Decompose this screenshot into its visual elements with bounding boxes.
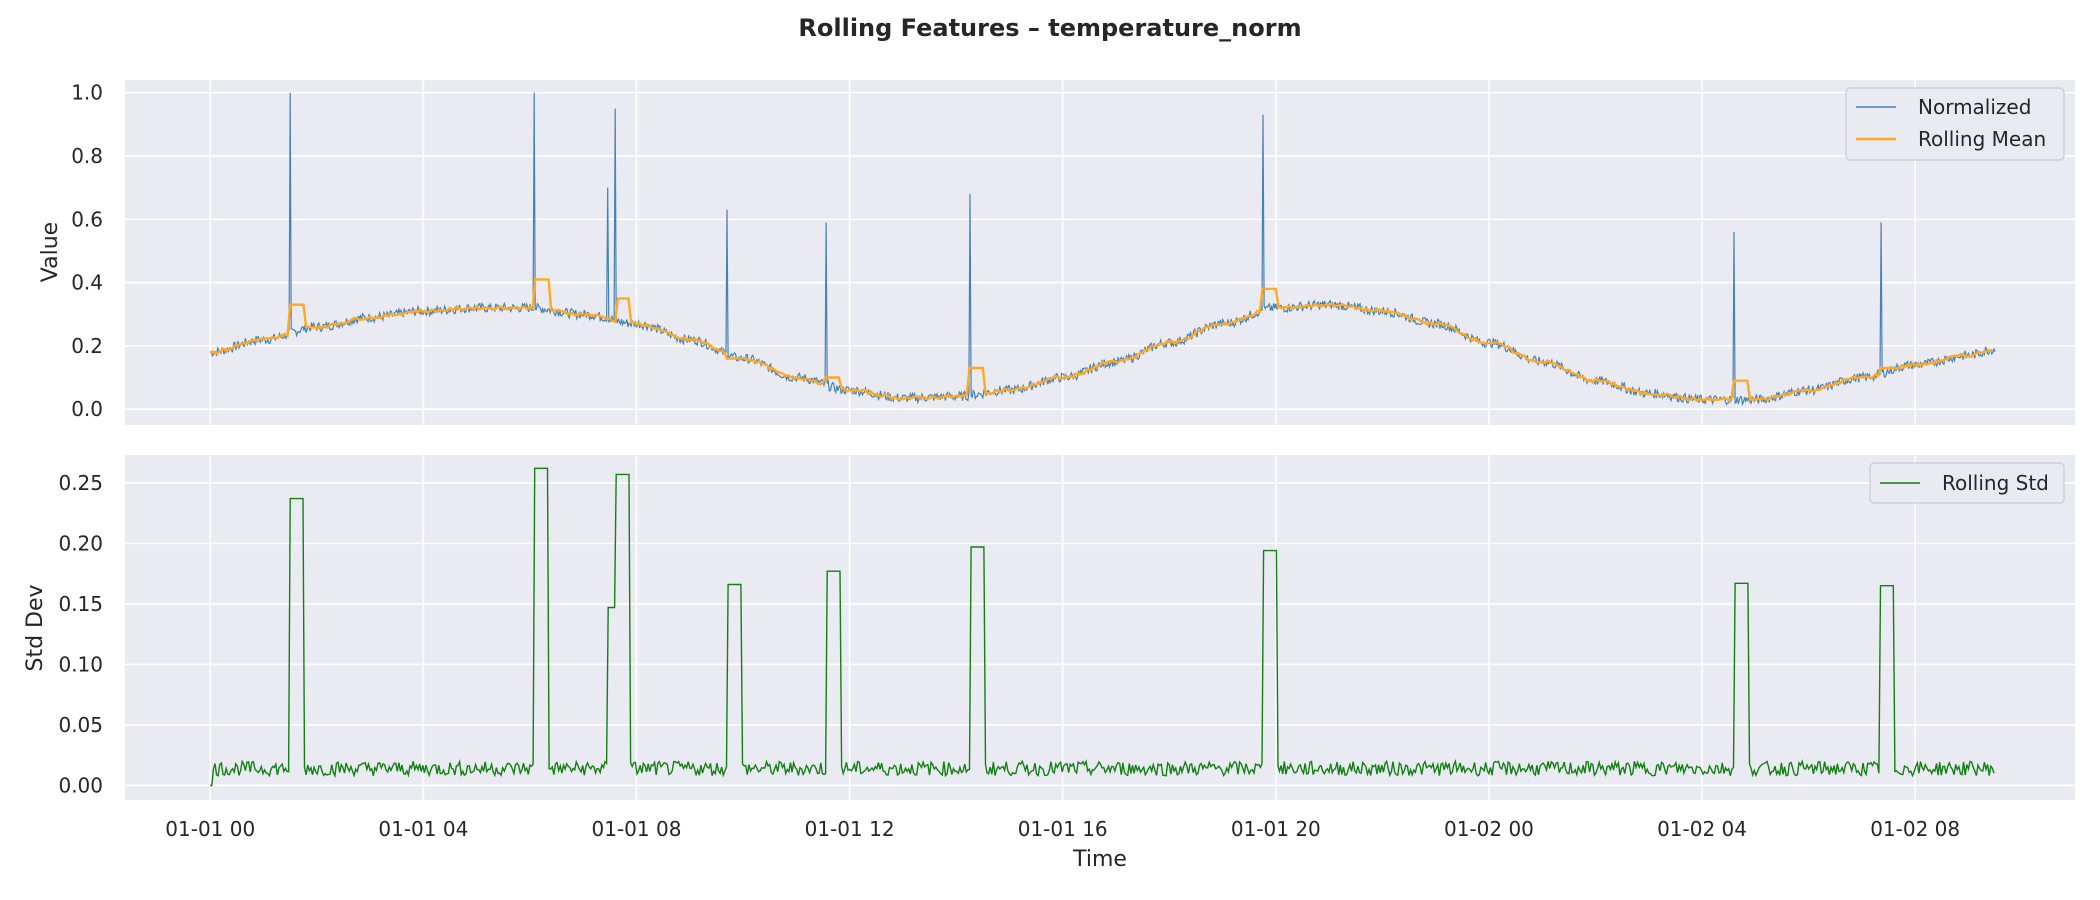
top-y-ticks: 0.0 0.2 0.4 0.6 0.8 1.0 — [71, 81, 103, 422]
bottom-plot-area — [125, 455, 2075, 800]
top-legend: Normalized Rolling Mean — [1845, 87, 2065, 161]
legend-label-rolling-mean: Rolling Mean — [1918, 127, 2046, 151]
x-tick-label: 01-02 08 — [1870, 817, 1960, 841]
x-tick-label: 01-01 08 — [592, 817, 682, 841]
y-tick-label: 0.00 — [58, 773, 103, 797]
y-tick-label: 0.4 — [71, 271, 103, 295]
top-lines — [209, 92, 1996, 407]
x-tick-label: 01-02 04 — [1657, 817, 1747, 841]
x-tick-label: 01-01 16 — [1018, 817, 1108, 841]
bottom-y-axis-label: Std Dev — [23, 584, 48, 671]
x-tick-label: 01-01 00 — [165, 817, 255, 841]
top-legend-box — [1845, 87, 2065, 161]
bottom-legend: Rolling Std — [1869, 462, 2065, 504]
y-tick-label: 0.15 — [58, 592, 103, 616]
y-tick-label: 0.8 — [71, 144, 103, 168]
bottom-y-ticks: 0.00 0.05 0.10 0.15 0.20 0.25 — [58, 471, 103, 798]
x-tick-label: 01-01 12 — [805, 817, 895, 841]
x-axis-label: Time — [1072, 847, 1127, 872]
legend-label-normalized: Normalized — [1918, 95, 2031, 119]
y-tick-label: 1.0 — [71, 81, 103, 105]
y-tick-label: 0.10 — [58, 652, 103, 676]
y-tick-label: 0.05 — [58, 713, 103, 737]
top-plot-area — [125, 80, 2075, 425]
bottom-legend-box — [1869, 462, 2065, 504]
rolling-std-line — [210, 467, 1995, 787]
y-tick-label: 0.20 — [58, 531, 103, 555]
y-tick-label: 0.6 — [71, 207, 103, 231]
x-tick-label: 01-01 04 — [378, 817, 468, 841]
y-tick-label: 0.2 — [71, 334, 103, 358]
x-tick-label: 01-02 00 — [1444, 817, 1534, 841]
bottom-grid — [125, 455, 2075, 800]
chart-title: Rolling Features – temperature_norm — [798, 14, 1301, 42]
rolling-mean-line — [209, 278, 1993, 403]
x-tick-label: 01-01 20 — [1231, 817, 1321, 841]
top-grid — [125, 80, 2075, 425]
bottom-lines — [210, 467, 1995, 787]
x-ticks: 01-01 00 01-01 04 01-01 08 01-01 12 01-01 16… — [165, 817, 1960, 841]
legend-label-rolling-std: Rolling Std — [1942, 471, 2049, 495]
top-y-axis-label: Value — [38, 222, 63, 282]
y-tick-label: 0.25 — [58, 471, 103, 495]
y-tick-label: 0.0 — [71, 397, 103, 421]
